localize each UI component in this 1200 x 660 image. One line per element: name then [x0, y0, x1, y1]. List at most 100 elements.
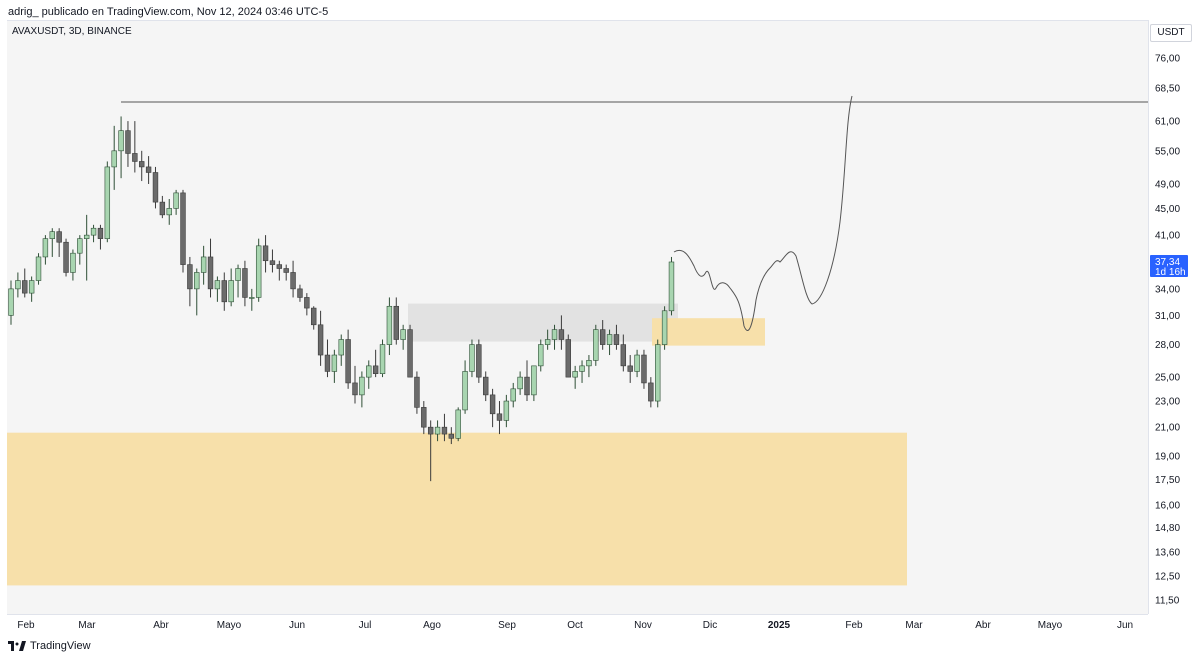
candle [352, 382, 358, 396]
candle [290, 272, 296, 290]
candle [613, 334, 620, 345]
candle [90, 227, 97, 236]
candle [139, 161, 145, 168]
price-tick-label: 17,50 [1155, 475, 1180, 486]
candle [503, 400, 510, 421]
candle [235, 268, 241, 281]
candle [331, 354, 338, 372]
candle [173, 192, 179, 209]
candle [476, 344, 482, 378]
candle [132, 153, 138, 162]
candle [345, 339, 351, 384]
candle [28, 280, 35, 294]
candle [22, 280, 28, 294]
candle [338, 339, 344, 356]
candle [269, 260, 276, 265]
candle [56, 231, 62, 243]
candle [159, 201, 166, 216]
candle [70, 252, 76, 273]
candle [276, 264, 283, 269]
demand-zone-lower [7, 432, 907, 586]
time-tick-label: Feb [845, 620, 863, 631]
candle [49, 231, 55, 239]
price-tick-label: 28,00 [1155, 340, 1180, 351]
candle [414, 376, 420, 408]
time-tick-label: Jul [359, 620, 372, 631]
price-tick-label: 16,00 [1155, 501, 1180, 512]
time-tick-label: Dic [703, 620, 717, 631]
price-tick-label: 21,00 [1155, 423, 1180, 434]
candle [407, 329, 413, 378]
time-tick-label: Jun [289, 620, 305, 631]
price-tick-label: 31,00 [1155, 311, 1180, 322]
time-tick-label: Mayo [1038, 620, 1063, 631]
projection-path [673, 95, 853, 331]
candle [77, 238, 83, 254]
candle [359, 376, 365, 396]
candle [544, 339, 551, 345]
candle [579, 365, 585, 372]
candle [249, 297, 255, 299]
tradingview-logo-icon [8, 641, 26, 651]
candle [297, 288, 303, 298]
candle [283, 268, 289, 273]
candle [455, 409, 461, 439]
candle [599, 329, 606, 345]
candle [427, 426, 434, 435]
last-price-value: 37,34 [1155, 257, 1180, 268]
price-tick-label: 55,00 [1155, 146, 1180, 157]
candle [311, 307, 317, 326]
candle [434, 426, 441, 435]
candle [648, 382, 654, 402]
candle [489, 394, 496, 415]
candle [655, 344, 661, 402]
time-tick-label: Ago [423, 620, 441, 631]
candle [145, 166, 152, 173]
candle [517, 376, 523, 390]
price-axis[interactable] [1148, 20, 1200, 614]
price-tick-label: 41,00 [1155, 231, 1180, 242]
last-price-countdown: 1d 16h [1155, 267, 1186, 278]
candle [606, 334, 613, 345]
price-tick-label: 34,00 [1155, 284, 1180, 295]
symbol-label: AVAXUSDT, 3D, BINANCE [12, 26, 132, 37]
candle [35, 256, 42, 281]
candle [565, 339, 571, 378]
candle [214, 280, 221, 290]
candle [304, 297, 310, 309]
candle [524, 376, 530, 396]
candle [593, 329, 599, 361]
candle [262, 245, 269, 262]
candle [200, 256, 207, 273]
last-price-badge [1150, 255, 1188, 277]
candle [627, 365, 633, 372]
time-tick-label: Mayo [217, 620, 242, 631]
candle [324, 354, 331, 372]
candle [15, 280, 21, 290]
time-axis[interactable] [7, 614, 1148, 637]
time-tick-label: Feb [17, 620, 35, 631]
candle [558, 329, 565, 340]
candle [97, 227, 104, 239]
candle [469, 344, 475, 372]
candle [510, 388, 516, 402]
retest-zone [652, 318, 765, 346]
candle [83, 234, 90, 239]
candle [551, 329, 558, 340]
candle [400, 329, 406, 340]
candle [441, 426, 448, 435]
candle [496, 413, 503, 421]
candle [194, 272, 200, 290]
time-tick-label: Mar [905, 620, 923, 631]
candle [538, 344, 544, 367]
price-tick-label: 25,00 [1155, 373, 1180, 384]
time-tick-label: Oct [567, 620, 583, 631]
candle [187, 264, 193, 290]
candle [228, 280, 234, 303]
price-tick-label: 61,00 [1155, 117, 1180, 128]
candle [641, 354, 647, 384]
currency-label[interactable]: USDT [1150, 24, 1192, 42]
candle [180, 192, 186, 265]
candle [242, 268, 248, 298]
